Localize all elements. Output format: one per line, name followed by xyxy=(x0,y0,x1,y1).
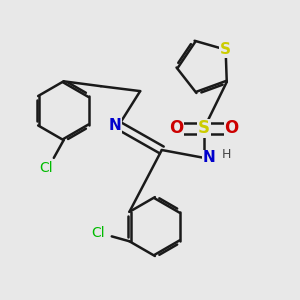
Text: S: S xyxy=(220,42,231,57)
Text: Cl: Cl xyxy=(39,161,53,175)
Text: N: N xyxy=(108,118,121,133)
Text: S: S xyxy=(198,119,210,137)
Text: O: O xyxy=(169,119,184,137)
Text: H: H xyxy=(222,148,231,161)
Text: O: O xyxy=(224,119,239,137)
Text: Cl: Cl xyxy=(91,226,105,240)
Text: N: N xyxy=(202,150,215,165)
